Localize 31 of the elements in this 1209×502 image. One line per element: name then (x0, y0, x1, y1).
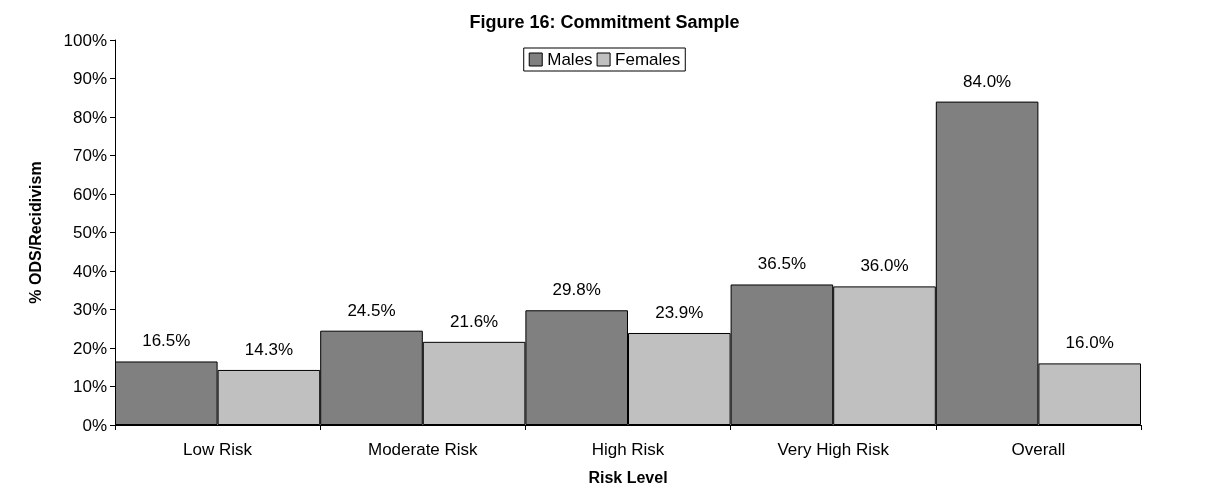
legend-label: Females (615, 50, 681, 69)
y-tick-label: 50% (72, 223, 107, 242)
y-tick-label: 20% (72, 338, 107, 358)
legend-label: Males (547, 50, 593, 69)
x-tick-label: Overall (1011, 440, 1066, 459)
data-label: 23.9% (655, 302, 704, 322)
y-tick-label: 30% (72, 300, 107, 319)
data-label: 84.0% (963, 71, 1012, 91)
y-tick-label: 10% (72, 377, 107, 396)
y-tick-label: 40% (72, 261, 107, 281)
y-tick-label: 90% (72, 69, 107, 88)
data-label: 21.6% (450, 311, 499, 331)
data-label: 24.5% (347, 300, 396, 320)
x-tick-label: Low Risk (183, 440, 253, 459)
data-label: 29.8% (552, 280, 601, 300)
x-axis-title: Risk Level (588, 468, 668, 486)
y-tick-label: 60% (72, 184, 107, 204)
data-label: 14.3% (244, 339, 293, 359)
x-tick-label: Moderate Risk (368, 440, 479, 459)
x-tick-label: High Risk (591, 440, 665, 459)
data-label: 16.5% (142, 331, 191, 351)
data-label: 36.5% (757, 254, 806, 274)
chart-title: Figure 16: Commitment Sample (469, 12, 740, 32)
data-label: 16.0% (1065, 333, 1114, 353)
y-tick-label: 100% (63, 30, 107, 50)
y-axis-title: % ODS/Recidivism (26, 161, 44, 304)
y-tick-label: 0% (82, 415, 107, 435)
x-tick-label: Very High Risk (777, 440, 890, 459)
data-label: 36.0% (860, 256, 909, 276)
y-tick-label: 80% (72, 107, 107, 127)
y-tick-label: 70% (72, 146, 107, 165)
